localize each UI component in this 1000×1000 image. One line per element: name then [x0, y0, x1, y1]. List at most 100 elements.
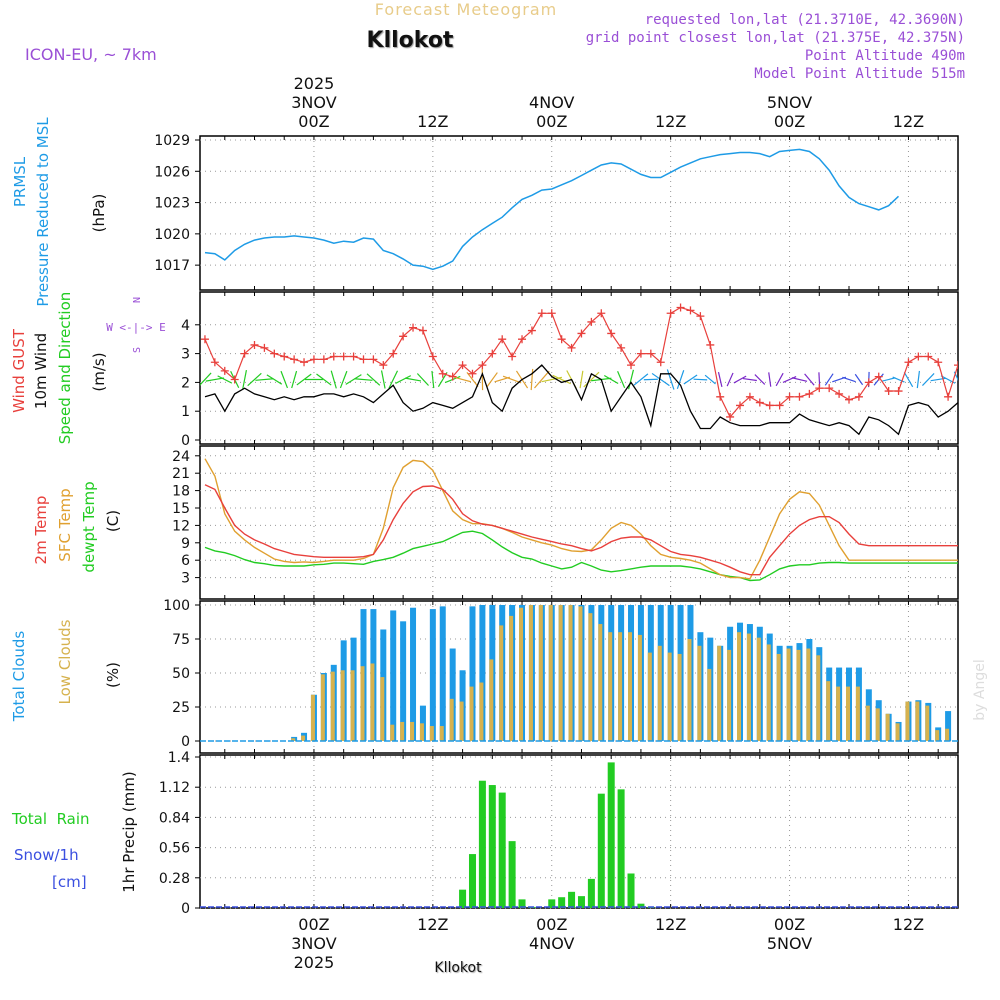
- gust-marker: [686, 306, 695, 315]
- gust-marker: [617, 343, 626, 352]
- low-cloud-bar: [647, 652, 652, 741]
- gust-marker: [260, 343, 269, 352]
- snow-label: Snow/1h: [14, 846, 79, 864]
- gust-marker: [309, 355, 318, 364]
- wind-arrow: [854, 373, 864, 386]
- gust-marker: [726, 412, 735, 421]
- wind-arrow: [633, 373, 649, 386]
- low-cloud-bar: [727, 649, 732, 741]
- panel-content: [200, 762, 958, 908]
- rain-bar: [548, 899, 556, 908]
- gust-marker: [656, 358, 665, 367]
- gust-marker: [319, 355, 328, 364]
- wind-arrow: [534, 370, 550, 389]
- gust-marker: [805, 389, 814, 398]
- wind-unit: (m/s): [90, 352, 108, 391]
- gust-marker: [894, 387, 903, 396]
- total-cloud-bar: [390, 610, 397, 741]
- wind-arrow: [339, 370, 348, 389]
- wind-arrow: [881, 377, 896, 382]
- low-cloud-bar: [707, 668, 712, 741]
- gust-marker: [389, 349, 398, 358]
- compass-n: N: [132, 297, 143, 303]
- low-cloud-bar: [568, 605, 573, 741]
- y-tick-label: 3: [181, 347, 190, 363]
- wind-arrow: [466, 372, 479, 387]
- sfc-temp-line: [204, 458, 958, 580]
- gust-marker: [300, 358, 309, 367]
- wind-arrow: [316, 373, 332, 386]
- gust-marker: [518, 335, 527, 344]
- low-cloud-bar: [330, 671, 335, 741]
- watermark: by Angel: [972, 659, 988, 720]
- low-cloud-bar: [419, 723, 424, 741]
- y-tick-label: 12: [172, 518, 190, 534]
- rain-bar: [508, 841, 516, 908]
- gust-marker: [438, 369, 447, 378]
- wind-arrow: [552, 374, 571, 385]
- compass-s: S: [132, 347, 143, 353]
- gust-marker: [676, 303, 685, 312]
- gust-marker: [240, 349, 249, 358]
- top-time-label: 12Z: [893, 112, 924, 131]
- low-cloud-bar: [499, 625, 504, 741]
- y-tick-label: 21: [172, 466, 190, 482]
- bottom-time-label: 00Z: [536, 915, 567, 934]
- gust-marker: [399, 332, 408, 341]
- total-cloud-bar: [945, 711, 952, 741]
- gust-marker: [280, 352, 289, 361]
- low-cloud-bar: [677, 653, 682, 741]
- wind-arrow: [704, 374, 716, 385]
- wind-arrow: [354, 378, 373, 381]
- wind-arrow: [280, 370, 289, 389]
- gust-marker: [547, 309, 556, 318]
- low-cloud-bar: [558, 605, 563, 741]
- gust-marker: [290, 355, 299, 364]
- gust-marker: [864, 378, 873, 387]
- wind-arrow: [205, 377, 225, 382]
- low-cloud-bar: [459, 701, 464, 741]
- low-cloud-bar: [816, 655, 821, 741]
- total-cloud-bar: [449, 648, 456, 741]
- dewpt-temp-line: [204, 530, 958, 582]
- wind-arrow: [775, 372, 784, 387]
- y-tick-label: 1026: [154, 164, 190, 180]
- wind-arrow: [266, 374, 283, 385]
- wind-label: 10m Wind: [32, 333, 50, 409]
- wind-arrow: [683, 374, 698, 385]
- y-tick-label: 0: [181, 734, 190, 750]
- wind-arrow: [200, 372, 212, 386]
- wind-arrow: [804, 373, 815, 386]
- y-tick-label: 2: [181, 375, 190, 391]
- wind-arrow: [693, 378, 708, 381]
- y-tick-label: 3: [181, 571, 190, 587]
- low-cloud-bar: [479, 682, 484, 741]
- gust-marker: [636, 349, 645, 358]
- top-time-label: 00Z: [298, 112, 329, 131]
- clouds-unit: (%): [104, 662, 122, 688]
- wind-arrow: [733, 375, 747, 384]
- wind-arrow: [842, 376, 856, 383]
- gust-marker: [924, 352, 933, 361]
- low-cloud-bar: [588, 613, 593, 741]
- gust-marker: [369, 355, 378, 364]
- gust-marker: [577, 329, 586, 338]
- rain-bar: [488, 785, 496, 908]
- y-tick-label: 0.28: [159, 871, 190, 887]
- top-time-label: 12Z: [655, 112, 686, 131]
- gust-marker: [666, 309, 675, 318]
- low-cloud-bar: [439, 726, 444, 741]
- pressure-label-1: PRMSL: [11, 156, 29, 207]
- low-cloud-bar: [578, 606, 583, 741]
- footer-station: Kllokot: [434, 960, 482, 976]
- wind-arrow: [380, 370, 386, 389]
- y-tick-label: 25: [172, 700, 190, 716]
- low-cloud-bar: [786, 648, 791, 741]
- sfc-temp-label: SFC Temp: [56, 488, 74, 561]
- wind-arrow: [651, 372, 670, 387]
- y-tick-label: 24: [172, 449, 190, 465]
- rain-bar: [627, 873, 635, 908]
- low-cloud-bar: [806, 648, 811, 741]
